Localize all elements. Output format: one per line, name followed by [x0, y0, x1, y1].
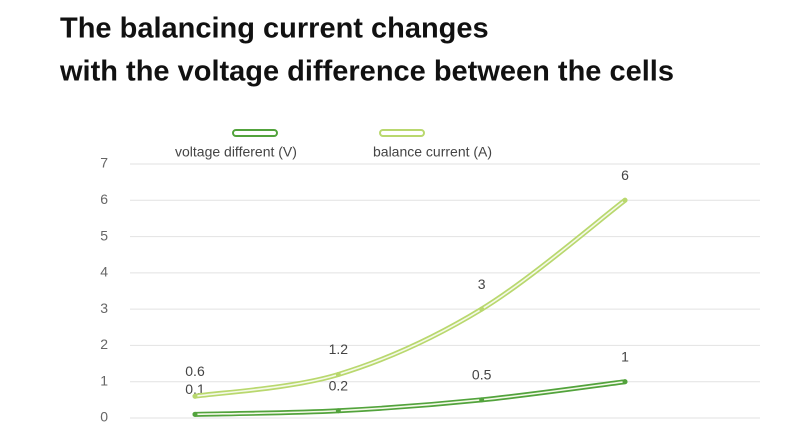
point — [192, 393, 198, 399]
data-label: 0.6 — [185, 363, 205, 379]
data-label: 0.2 — [329, 377, 349, 393]
point — [622, 197, 628, 203]
y-tick-label: 6 — [100, 191, 108, 207]
data-label: 0.5 — [472, 367, 492, 383]
y-tick-label: 0 — [100, 409, 108, 425]
line — [194, 380, 626, 416]
chart-title: with the voltage difference between the … — [59, 56, 674, 88]
point — [622, 379, 628, 385]
point — [192, 411, 198, 417]
data-label: 1.2 — [329, 341, 349, 357]
point — [479, 397, 485, 403]
y-tick-label: 4 — [100, 264, 108, 280]
line-outline — [192, 379, 628, 417]
line — [194, 199, 626, 398]
y-tick-label: 2 — [100, 336, 108, 352]
legend-label: voltage different (V) — [175, 144, 297, 160]
data-label: 3 — [478, 276, 486, 292]
point — [335, 408, 341, 414]
chart-title: The balancing current changes — [60, 13, 489, 45]
point — [479, 306, 485, 312]
data-label: 6 — [621, 167, 629, 183]
data-label: 1 — [621, 348, 629, 364]
point — [335, 371, 341, 377]
y-tick-label: 5 — [100, 227, 108, 243]
y-tick-label: 3 — [100, 300, 108, 316]
legend-swatch — [379, 129, 425, 137]
legend-label: balance current (A) — [373, 144, 492, 160]
y-tick-label: 1 — [100, 372, 108, 388]
line-outline — [192, 197, 628, 399]
y-tick-label: 7 — [100, 155, 108, 171]
legend-swatch — [232, 129, 278, 137]
